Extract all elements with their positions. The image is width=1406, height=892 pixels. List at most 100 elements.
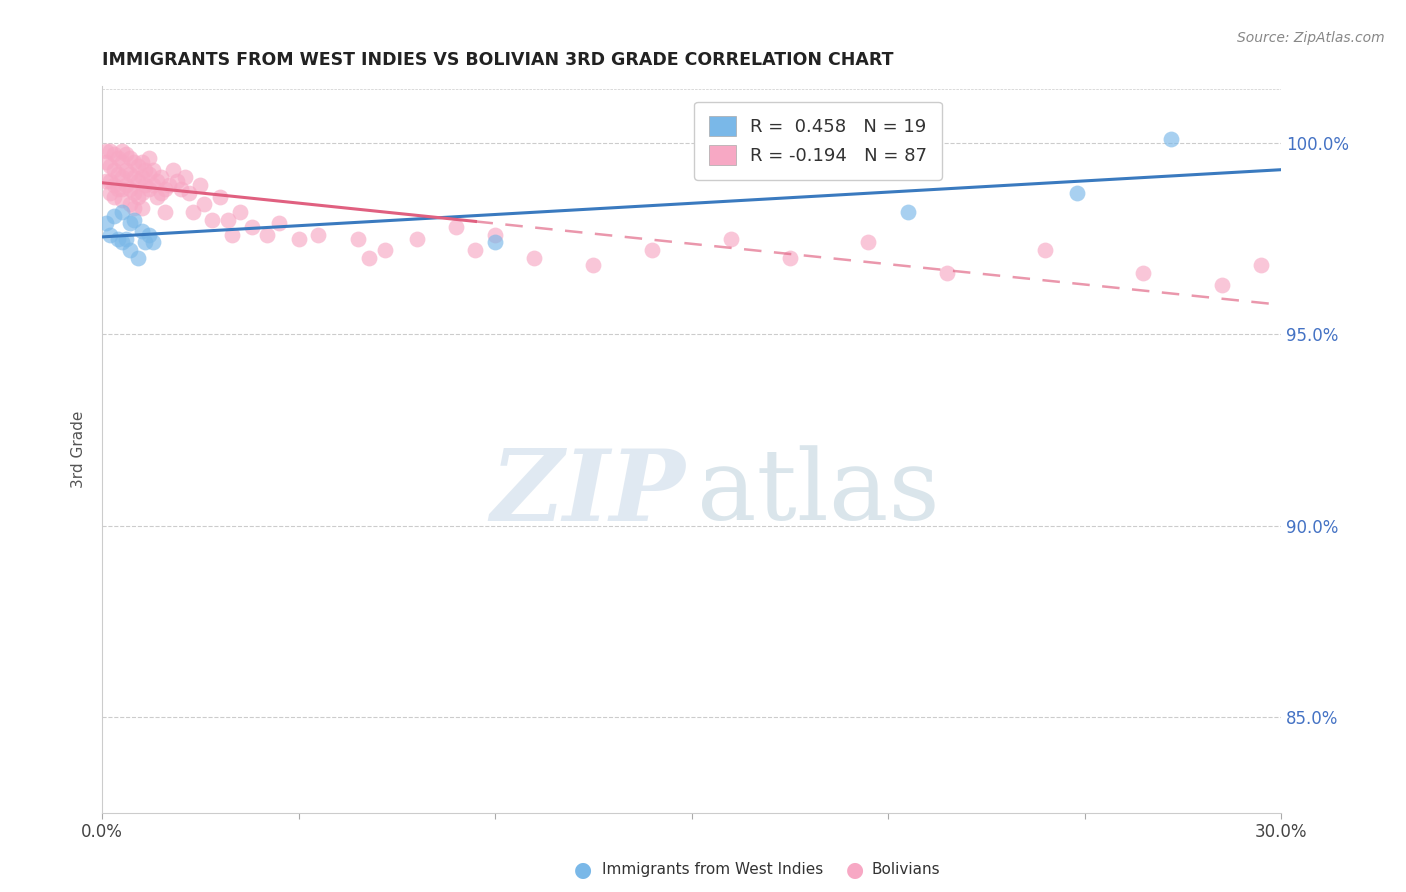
Point bbox=[193, 197, 215, 211]
Point bbox=[107, 232, 129, 246]
Text: atlas: atlas bbox=[697, 445, 941, 541]
Point bbox=[444, 220, 467, 235]
Point bbox=[138, 151, 160, 165]
Point bbox=[181, 204, 204, 219]
Text: Source: ZipAtlas.com: Source: ZipAtlas.com bbox=[1237, 31, 1385, 45]
Point bbox=[134, 235, 156, 250]
Point bbox=[122, 212, 145, 227]
Point bbox=[641, 243, 664, 257]
Point bbox=[111, 182, 134, 196]
Point bbox=[157, 178, 180, 192]
Text: ●: ● bbox=[575, 860, 592, 880]
Point bbox=[1132, 266, 1154, 280]
Point bbox=[111, 204, 134, 219]
Point bbox=[162, 162, 184, 177]
Point bbox=[138, 167, 160, 181]
Point bbox=[1211, 277, 1233, 292]
Point bbox=[118, 216, 141, 230]
Point bbox=[98, 159, 121, 173]
Point bbox=[256, 227, 278, 242]
Text: Immigrants from West Indies: Immigrants from West Indies bbox=[602, 863, 823, 877]
Point bbox=[103, 178, 125, 192]
Point bbox=[936, 266, 959, 280]
Point bbox=[94, 216, 117, 230]
Point bbox=[107, 182, 129, 196]
Point bbox=[138, 182, 160, 196]
Point bbox=[582, 259, 605, 273]
Point bbox=[111, 235, 134, 250]
Point bbox=[98, 144, 121, 158]
Point bbox=[114, 147, 136, 161]
Point bbox=[897, 204, 920, 219]
Point bbox=[229, 204, 252, 219]
Point bbox=[122, 155, 145, 169]
Point bbox=[98, 174, 121, 188]
Point bbox=[118, 167, 141, 181]
Point bbox=[146, 189, 169, 203]
Point bbox=[103, 209, 125, 223]
Point bbox=[94, 144, 117, 158]
Y-axis label: 3rd Grade: 3rd Grade bbox=[72, 410, 86, 488]
Point bbox=[374, 243, 396, 257]
Point bbox=[153, 204, 176, 219]
Point bbox=[307, 227, 329, 242]
Point bbox=[131, 155, 153, 169]
Point bbox=[107, 167, 129, 181]
Point bbox=[98, 186, 121, 200]
Text: Bolivians: Bolivians bbox=[872, 863, 941, 877]
Point bbox=[131, 186, 153, 200]
Point bbox=[98, 227, 121, 242]
Point bbox=[1250, 259, 1272, 273]
Point bbox=[122, 201, 145, 215]
Point bbox=[201, 212, 224, 227]
Point bbox=[779, 251, 801, 265]
Point bbox=[153, 182, 176, 196]
Point bbox=[138, 227, 160, 242]
Point bbox=[359, 251, 381, 265]
Point bbox=[118, 197, 141, 211]
Text: IMMIGRANTS FROM WEST INDIES VS BOLIVIAN 3RD GRADE CORRELATION CHART: IMMIGRANTS FROM WEST INDIES VS BOLIVIAN … bbox=[103, 51, 894, 69]
Point bbox=[523, 251, 546, 265]
Point bbox=[217, 212, 239, 227]
Point bbox=[1160, 132, 1182, 146]
Point bbox=[114, 178, 136, 192]
Point bbox=[209, 189, 232, 203]
Point bbox=[484, 227, 506, 242]
Point bbox=[131, 170, 153, 185]
Point bbox=[1066, 186, 1088, 200]
Point bbox=[111, 194, 134, 208]
Point bbox=[111, 155, 134, 169]
Text: ZIP: ZIP bbox=[491, 444, 686, 541]
Point bbox=[122, 186, 145, 200]
Legend: R =  0.458   N = 19, R = -0.194   N = 87: R = 0.458 N = 19, R = -0.194 N = 87 bbox=[695, 102, 942, 179]
Point bbox=[720, 232, 742, 246]
Point bbox=[858, 235, 880, 250]
Point bbox=[142, 178, 165, 192]
Point bbox=[221, 227, 243, 242]
Point bbox=[173, 170, 195, 185]
Point bbox=[103, 162, 125, 177]
Point bbox=[142, 235, 165, 250]
Point bbox=[103, 147, 125, 161]
Point bbox=[127, 174, 149, 188]
Point bbox=[111, 170, 134, 185]
Point bbox=[146, 174, 169, 188]
Point bbox=[405, 232, 427, 246]
Point bbox=[346, 232, 368, 246]
Point bbox=[118, 243, 141, 257]
Point bbox=[150, 170, 173, 185]
Point bbox=[111, 144, 134, 158]
Point bbox=[142, 162, 165, 177]
Point bbox=[134, 162, 156, 177]
Point bbox=[150, 186, 173, 200]
Point bbox=[484, 235, 506, 250]
Point bbox=[240, 220, 263, 235]
Point bbox=[190, 178, 212, 192]
Point bbox=[114, 162, 136, 177]
Point bbox=[94, 174, 117, 188]
Point bbox=[127, 251, 149, 265]
Point bbox=[94, 155, 117, 169]
Point bbox=[267, 216, 290, 230]
Point bbox=[114, 232, 136, 246]
Point bbox=[464, 243, 486, 257]
